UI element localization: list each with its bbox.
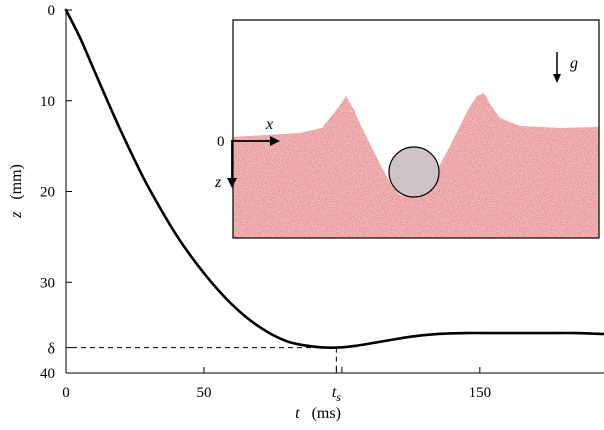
y-tick-label: 40: [40, 366, 55, 382]
gravity-label: g: [570, 55, 578, 72]
ts-symbol: t: [332, 384, 337, 401]
sphere: [388, 146, 440, 198]
y-tick-label: 0: [48, 3, 56, 19]
axis-ticks: [65, 9, 481, 374]
x-axis-unit: (ms): [312, 405, 341, 422]
inset-frame: [232, 19, 600, 239]
inset-origin-label: 0: [217, 134, 225, 150]
y-axis-symbol: z: [8, 211, 25, 219]
ts-label: ts: [332, 384, 341, 404]
axis-tick-labels: 0 50 150 0 10 20 30 40: [40, 3, 491, 401]
granular-bed: [233, 93, 599, 238]
inset-axes: [227, 136, 280, 188]
ts-subscript: s: [336, 390, 341, 404]
gravity-arrow: [553, 52, 561, 83]
x-tick-label: 0: [62, 385, 70, 401]
delta-label: δ: [47, 341, 55, 358]
inset-panel: g x z 0: [214, 19, 600, 239]
x-tick-label: 150: [469, 385, 492, 401]
x-axis-label: t (ms): [295, 405, 341, 422]
x-axis-symbol: t: [295, 405, 300, 422]
y-axis-label: z (mm): [8, 164, 25, 219]
y-axis-unit: (mm): [8, 164, 25, 200]
inset-x-label: x: [265, 116, 273, 133]
series-line: [64, 8, 604, 349]
y-tick-label: 10: [40, 94, 55, 110]
y-tick-label: 30: [40, 275, 55, 291]
y-tick-label: 20: [40, 185, 55, 201]
inset-z-label: z: [214, 174, 222, 191]
x-tick-label: 50: [196, 385, 211, 401]
